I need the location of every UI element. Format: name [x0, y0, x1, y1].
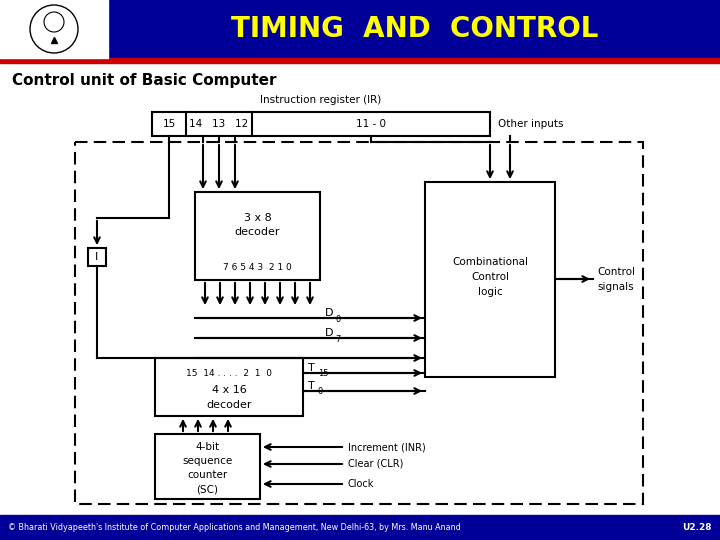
Text: D: D — [325, 308, 333, 318]
Text: (SC): (SC) — [197, 484, 218, 494]
Text: counter: counter — [187, 470, 228, 480]
Bar — [75, 142, 643, 504]
Text: © Bharati Vidyapeeth's Institute of Computer Applications and Management, New De: © Bharati Vidyapeeth's Institute of Comp… — [8, 523, 461, 531]
Text: 11 - 0: 11 - 0 — [356, 119, 386, 129]
Bar — [195, 192, 320, 280]
Text: logic: logic — [477, 287, 503, 297]
Text: Increment (INR): Increment (INR) — [348, 442, 426, 452]
Bar — [0, 58, 720, 63]
Text: Control unit of Basic Computer: Control unit of Basic Computer — [12, 72, 276, 87]
Bar — [88, 248, 106, 266]
Text: 14   13   12: 14 13 12 — [189, 119, 248, 129]
Text: 0: 0 — [335, 314, 341, 323]
Bar — [152, 112, 490, 136]
Text: decoder: decoder — [206, 400, 252, 410]
Text: U2.28: U2.28 — [683, 523, 712, 531]
Bar — [155, 434, 260, 499]
Bar — [425, 182, 555, 377]
Text: T: T — [308, 381, 315, 391]
Text: 7 6 5 4 3  2 1 0: 7 6 5 4 3 2 1 0 — [223, 264, 292, 273]
Text: signals: signals — [597, 282, 634, 292]
Text: Clear (CLR): Clear (CLR) — [348, 459, 403, 469]
Bar — [0, 0, 108, 58]
Text: Control: Control — [471, 272, 509, 282]
Text: Other inputs: Other inputs — [498, 119, 564, 129]
Text: TIMING  AND  CONTROL: TIMING AND CONTROL — [231, 15, 599, 43]
Text: Clock: Clock — [348, 479, 374, 489]
Text: sequence: sequence — [182, 456, 233, 466]
Text: 15  14 . . . .  2  1  0: 15 14 . . . . 2 1 0 — [186, 368, 272, 377]
Text: Instruction register (IR): Instruction register (IR) — [261, 95, 382, 105]
Text: 4-bit: 4-bit — [195, 442, 220, 452]
Text: 0: 0 — [318, 388, 323, 396]
Text: T: T — [308, 363, 315, 373]
Bar — [155, 358, 303, 416]
Text: 3 x 8: 3 x 8 — [243, 213, 271, 223]
Text: D: D — [325, 328, 333, 338]
Text: Combinational: Combinational — [452, 257, 528, 267]
Text: 15: 15 — [318, 369, 328, 379]
Text: Control: Control — [597, 267, 635, 277]
Bar — [0, 515, 720, 540]
Bar — [0, 0, 720, 58]
Text: 4 x 16: 4 x 16 — [212, 385, 246, 395]
Text: 15: 15 — [163, 119, 176, 129]
Text: 7: 7 — [335, 334, 341, 343]
Text: decoder: decoder — [235, 227, 280, 237]
Text: I: I — [95, 252, 99, 262]
